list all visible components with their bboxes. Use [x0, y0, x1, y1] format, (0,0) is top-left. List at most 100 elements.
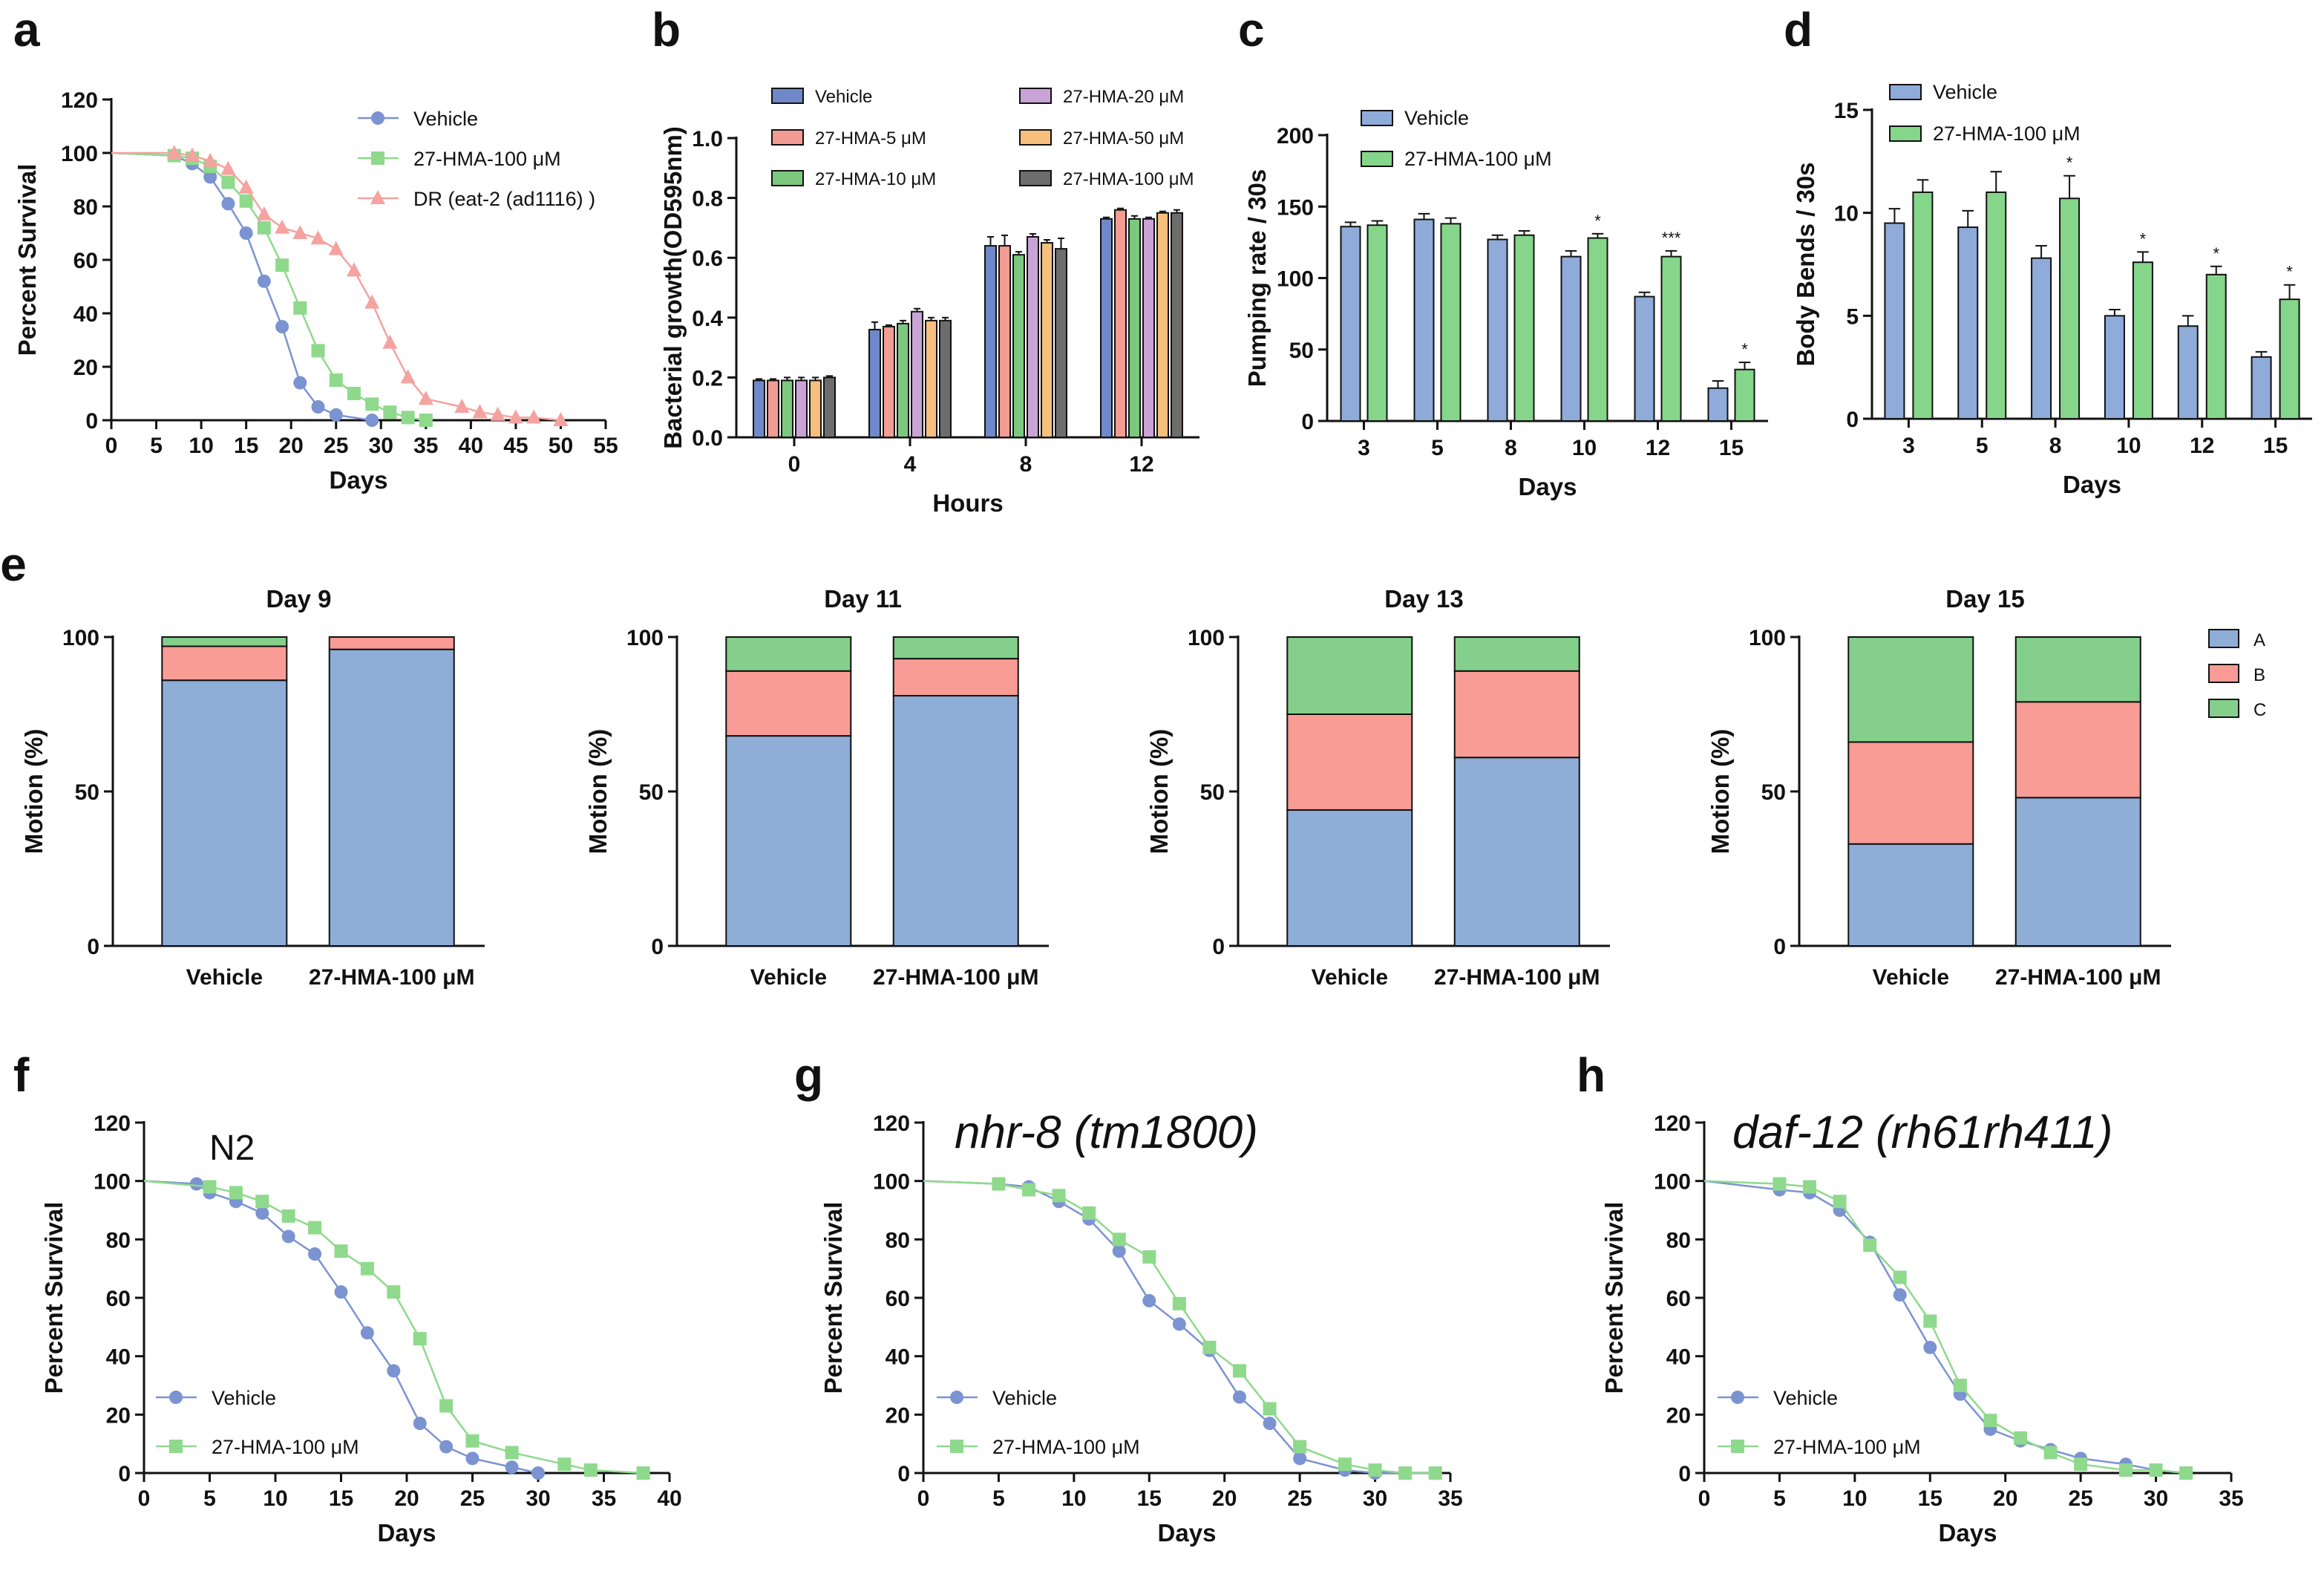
bar [1156, 212, 1169, 438]
bar [1660, 255, 1682, 422]
bar [1560, 255, 1582, 422]
stacked-bar-segment [161, 636, 288, 647]
significance-marker: * [2066, 154, 2073, 172]
y-tick-label: 0 [1212, 935, 1225, 959]
significance-marker: *** [1662, 229, 1681, 247]
data-point [1893, 1270, 1907, 1284]
panel-label: c [1238, 3, 1265, 56]
y-tick-label: 100 [1654, 1170, 1691, 1195]
data-point [311, 344, 325, 358]
x-tick-label: 8 [2049, 434, 2062, 458]
chart-title: Day 15 [1945, 585, 2024, 613]
legend-swatch [1019, 170, 1052, 186]
data-point [203, 1180, 217, 1194]
x-tick-label: 35 [1438, 1486, 1462, 1511]
data-point [1052, 1189, 1066, 1203]
data-point [1233, 1364, 1246, 1378]
x-tick-label: 10 [1572, 436, 1597, 460]
data-point [328, 241, 344, 255]
y-tick-label: 100 [873, 1170, 910, 1195]
y-tick-label: 0.0 [692, 426, 723, 451]
bar [2031, 257, 2052, 419]
panel-c: 0 50 100 150 200 3 5 8 10 * 12 *** 15 * Days Pumping ra… [1238, 3, 1768, 500]
data-point [1833, 1195, 1847, 1209]
y-tick-label: 0.2 [692, 366, 723, 391]
x-tick-label: 25 [2068, 1486, 2092, 1511]
series-circle [1703, 1180, 2193, 1480]
legend-label: 27-HMA-100 μM [992, 1436, 1140, 1458]
x-tick-label: 0 [788, 452, 801, 477]
legend-swatch [1019, 88, 1052, 104]
y-tick-label: 120 [1654, 1111, 1691, 1136]
data-point [1338, 1457, 1352, 1472]
y-tick-label: 120 [94, 1111, 131, 1136]
x-tick-label: 5 [992, 1486, 1005, 1511]
y-tick-label: 40 [106, 1345, 131, 1370]
x-tick-label: 50 [549, 434, 573, 458]
stacked-bar-segment [1453, 670, 1580, 759]
series-line [143, 1180, 644, 1475]
data-point [275, 219, 290, 234]
bar [1513, 234, 1535, 422]
y-axis-title: Motion (%) [20, 729, 48, 855]
series-line [923, 1180, 1436, 1475]
x-tick-label: 20 [1993, 1486, 2017, 1511]
x-tick-label: 15 [234, 434, 258, 458]
data-point [1082, 1206, 1096, 1220]
stacked-bar-segment [1286, 809, 1413, 947]
panel-a: 0 20 40 60 80 100 120 0 5 10 15 20 25 30 35 40 45 50 55 Day… [13, 3, 618, 494]
bar [911, 310, 923, 438]
legend-label: Vehicle [992, 1387, 1057, 1409]
panel-d: 0 5 10 15 3 5 8 * 10 * 12 * 15 * Days Body Bends / 30s V… [1784, 3, 2312, 498]
significance-marker: * [2213, 244, 2219, 263]
stacked-bar-segment [1847, 636, 1974, 743]
panel-b: 0.0 0.2 0.4 0.6 0.8 1.0 0 4 8 12 Hours Bacterial gr… [652, 3, 1199, 517]
x-axis-title: Days [330, 466, 388, 494]
bar [781, 379, 793, 438]
bar [753, 379, 765, 438]
y-tick-label: 100 [626, 626, 664, 650]
data-point [365, 414, 379, 427]
legend-label: 27-HMA-50 μM [1063, 128, 1184, 148]
legend-label: 27-HMA-100 μM [1404, 148, 1552, 170]
data-point [203, 152, 218, 167]
y-tick-label: 100 [1188, 626, 1225, 650]
panel-e-2: 0 50 100 Vehicle 27-HMA-100 μM Day 13 Motion (… [1145, 585, 1610, 990]
x-tick-label: 5 [150, 434, 163, 458]
x-tick-label: 15 [1719, 436, 1744, 460]
y-tick-label: 50 [75, 780, 99, 805]
data-point [401, 411, 415, 425]
data-point [505, 1460, 519, 1475]
chart-title: Day 11 [824, 585, 902, 613]
x-tick-label: 0 [105, 434, 118, 458]
data-point [293, 301, 307, 315]
bar [1912, 191, 1934, 419]
y-tick-label: 100 [1277, 267, 1314, 292]
x-tick-label: 10 [1842, 1486, 1867, 1511]
bar [883, 325, 895, 439]
x-tick-label: 0 [1698, 1486, 1711, 1511]
stacked-bar-segment [2014, 701, 2141, 799]
data-point [413, 1332, 427, 1346]
legend-label: C [2253, 700, 2266, 720]
data-point [636, 1466, 650, 1480]
data-point [293, 376, 307, 390]
data-point [526, 409, 542, 424]
bar [2059, 197, 2081, 419]
series-line [1703, 1180, 2187, 1475]
panel-label: e [0, 538, 27, 591]
series-square [143, 1180, 650, 1480]
series-line [111, 151, 561, 422]
bar [2205, 273, 2227, 419]
x-tick-label: 12 [1129, 452, 1153, 477]
data-point [255, 1195, 269, 1209]
x-tick-label: 3 [1358, 436, 1370, 460]
panel-e-3: 0 50 100 Vehicle 27-HMA-100 μM Day 15 Motion (… [1706, 585, 2171, 990]
x-tick-label: 27-HMA-100 μM [1995, 965, 2161, 990]
x-tick-label: 45 [503, 434, 528, 458]
data-point [1293, 1440, 1307, 1454]
legend-swatch [771, 170, 804, 186]
x-tick-label: 12 [2190, 434, 2214, 458]
legend-label: 27-HMA-100 μM [413, 148, 561, 170]
